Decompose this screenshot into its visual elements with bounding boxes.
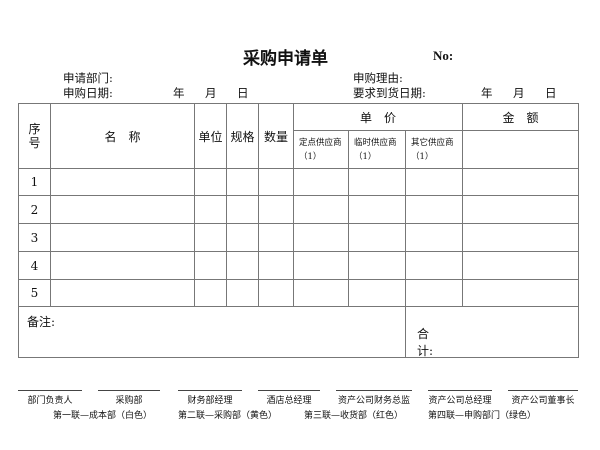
cell[interactable]	[405, 279, 463, 307]
sig-dept-head: 部门负责人	[18, 390, 82, 406]
copy-1: 第一联—成本部（白色）	[53, 411, 153, 421]
date-day: 日	[237, 86, 249, 100]
cell[interactable]	[258, 168, 294, 196]
table-row: 1	[18, 168, 579, 196]
cell[interactable]	[293, 168, 349, 196]
cell[interactable]	[348, 195, 406, 224]
sig-company-gm: 资产公司总经理	[428, 390, 492, 406]
cell[interactable]	[462, 195, 579, 224]
sig-hotel-gm: 酒店总经理	[258, 390, 320, 406]
cell[interactable]	[293, 195, 349, 224]
header-spec: 规格	[226, 103, 259, 169]
header-seq: 序号	[18, 103, 51, 169]
cell[interactable]	[293, 279, 349, 307]
cell[interactable]	[50, 223, 195, 252]
price-other-supplier: 其它供应商 （1）	[405, 130, 463, 169]
cell[interactable]	[50, 251, 195, 280]
remark-label: 备注:	[27, 315, 56, 329]
cell[interactable]	[405, 195, 463, 224]
date-label: 申购日期:	[63, 86, 113, 100]
delivery-date-label: 要求到货日期:	[353, 86, 426, 100]
items-table: 序号 名 称 单位 规格 数量 单 价 金 额 定点供应商 （1） 临时供应商 …	[18, 103, 579, 358]
cell[interactable]	[258, 223, 294, 252]
cell[interactable]	[194, 251, 227, 280]
cell[interactable]	[50, 168, 195, 196]
price-fixed-supplier: 定点供应商 （1）	[293, 130, 350, 169]
row-seq: 1	[18, 168, 51, 196]
header-price: 单 价	[293, 103, 463, 131]
cell[interactable]	[226, 251, 259, 280]
cell[interactable]	[226, 195, 259, 224]
row-seq: 5	[18, 279, 51, 307]
header-unit: 单位	[194, 103, 227, 169]
cell[interactable]	[226, 279, 259, 307]
row-seq: 2	[18, 195, 51, 224]
form-title: 采购申请单	[243, 49, 328, 69]
price-temp-supplier: 临时供应商 （1）	[348, 130, 406, 169]
cell[interactable]	[348, 279, 406, 307]
cell[interactable]	[348, 223, 406, 252]
row-seq: 3	[18, 223, 51, 252]
total-amount-cell[interactable]	[405, 306, 579, 358]
delivery-year: 年	[481, 86, 493, 100]
cell[interactable]	[293, 251, 349, 280]
cell[interactable]	[194, 279, 227, 307]
cell[interactable]	[226, 223, 259, 252]
date-year: 年	[173, 86, 185, 100]
cell[interactable]	[50, 195, 195, 224]
header-name: 名 称	[50, 103, 195, 169]
cell[interactable]	[462, 168, 579, 196]
header-qty: 数量	[258, 103, 294, 169]
delivery-month: 月	[513, 86, 525, 100]
cell[interactable]	[258, 251, 294, 280]
cell[interactable]	[194, 195, 227, 224]
sig-purchasing: 采购部	[98, 390, 160, 406]
sig-cfo: 资产公司财务总监	[336, 390, 412, 406]
reason-label: 申购理由:	[353, 71, 403, 85]
cell[interactable]	[50, 279, 195, 307]
delivery-day: 日	[545, 86, 557, 100]
dept-label: 申请部门:	[63, 71, 113, 85]
remark-cell[interactable]: 备注: 合计:	[18, 306, 433, 358]
table-row: 5	[18, 279, 579, 307]
table-row: 3	[18, 223, 579, 252]
cell[interactable]	[194, 223, 227, 252]
table-row: 2	[18, 195, 579, 224]
cell[interactable]	[348, 251, 406, 280]
cell[interactable]	[293, 223, 349, 252]
total-label: 合计:	[417, 327, 434, 358]
cell[interactable]	[462, 223, 579, 252]
sig-chairman: 资产公司董事长	[508, 390, 578, 406]
sig-finance-manager: 财务部经理	[178, 390, 242, 406]
copy-2: 第二联—采购部（黄色）	[178, 411, 278, 421]
cell[interactable]	[462, 251, 579, 280]
cell[interactable]	[258, 195, 294, 224]
cell[interactable]	[405, 251, 463, 280]
cell[interactable]	[348, 168, 406, 196]
header-amount: 金 额	[462, 103, 579, 131]
date-month: 月	[205, 86, 217, 100]
row-seq: 4	[18, 251, 51, 280]
copy-3: 第三联—收货部（红色）	[304, 411, 404, 421]
cell[interactable]	[194, 168, 227, 196]
cell[interactable]	[462, 279, 579, 307]
amount-sub	[462, 130, 579, 169]
table-row: 4	[18, 251, 579, 280]
form-number-label: No:	[433, 48, 454, 63]
cell[interactable]	[405, 168, 463, 196]
cell[interactable]	[258, 279, 294, 307]
cell[interactable]	[405, 223, 463, 252]
cell[interactable]	[226, 168, 259, 196]
copy-4: 第四联—申购部门（绿色）	[428, 411, 537, 421]
